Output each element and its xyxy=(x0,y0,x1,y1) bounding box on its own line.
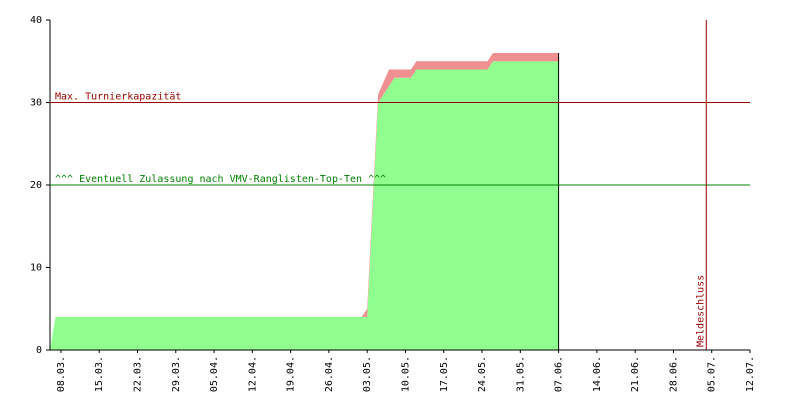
x-tick-label: 28.06. xyxy=(668,356,679,392)
x-tick-label: 24.05. xyxy=(477,356,488,392)
x-tick-label: 15.03. xyxy=(94,356,105,392)
reference-label: ^^^ Eventuell Zulassung nach VMV-Ranglis… xyxy=(55,174,386,185)
x-tick-label: 22.03. xyxy=(133,356,144,392)
x-tick-label: 08.03. xyxy=(56,356,67,392)
reference-label: Max. Turnierkapazität xyxy=(55,92,181,103)
x-tick-label: 12.04. xyxy=(247,356,258,392)
y-tick-label: 40 xyxy=(30,15,42,26)
y-tick-label: 10 xyxy=(30,263,42,274)
x-tick-label: 14.06. xyxy=(592,356,603,392)
x-tick-label: 31.05. xyxy=(515,356,526,392)
x-tick-label: 29.03. xyxy=(171,356,182,392)
y-tick-label: 0 xyxy=(36,345,42,356)
x-tick-label: 19.04. xyxy=(286,356,297,392)
reference-label: Meldeschluss xyxy=(695,275,706,347)
x-tick-label: 26.04. xyxy=(324,356,335,392)
x-tick-label: 03.05. xyxy=(362,356,373,392)
x-tick-label: 07.06. xyxy=(554,356,565,392)
x-tick-label: 12.07. xyxy=(745,356,756,392)
x-tick-label: 05.04. xyxy=(209,356,220,392)
x-tick-label: 05.07. xyxy=(707,356,718,392)
x-tick-label: 21.06. xyxy=(630,356,641,392)
y-tick-label: 20 xyxy=(30,180,42,191)
x-tick-label: 10.05. xyxy=(400,356,411,392)
area xyxy=(50,61,559,350)
x-tick-label: 17.05. xyxy=(439,356,450,392)
y-tick-label: 30 xyxy=(30,98,42,109)
